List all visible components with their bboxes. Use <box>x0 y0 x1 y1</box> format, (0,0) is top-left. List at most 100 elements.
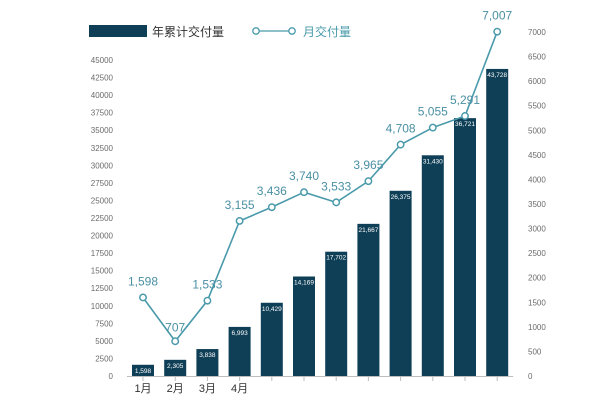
line-path <box>142 31 498 343</box>
right-axis-tick-label: 6000 <box>528 77 546 86</box>
bar <box>357 223 380 376</box>
line-series <box>139 27 502 346</box>
line-point <box>171 337 180 346</box>
line-value-label: 3,740 <box>289 169 319 183</box>
bar-value-labels: 1,598 2,305 3,838 6,993 10,429 14,169 17,702 21… <box>135 72 508 375</box>
line-value-label: 3,965 <box>353 158 383 172</box>
line-value-label: 3,155 <box>225 198 255 212</box>
bar-value-label: 31,430 <box>423 158 443 165</box>
bar <box>454 118 476 377</box>
left-axis-tick-label: 45000 <box>91 56 114 65</box>
left-axis-tick-label: 25000 <box>91 196 114 205</box>
line-value-label: 1,598 <box>128 274 158 288</box>
left-axis-tick-label: 0 <box>109 372 114 381</box>
right-axis-tick-label: 3000 <box>528 225 546 234</box>
bar <box>228 326 251 376</box>
legend-line-marker-start <box>252 27 260 35</box>
bar <box>389 190 412 376</box>
right-axis-tick-label: 1500 <box>528 298 546 307</box>
line-value-label: 1,533 <box>192 278 222 292</box>
left-axis-tick-label: 37500 <box>91 109 114 118</box>
bar <box>132 364 154 376</box>
line-point <box>461 112 469 120</box>
bar-value-label: 3,838 <box>199 352 216 359</box>
bar-value-label: 43,728 <box>487 72 507 79</box>
right-axis-tick-label: 4000 <box>528 175 546 184</box>
bar-series <box>132 68 509 377</box>
line-value-label: 5,055 <box>418 105 448 119</box>
line-point <box>203 296 212 305</box>
bar <box>325 251 348 376</box>
right-axis-tick-label: 1000 <box>528 323 546 332</box>
line-point <box>428 123 437 132</box>
right-axis-tick-label: 0 <box>528 372 533 381</box>
left-axis-tick-label: 7500 <box>95 319 113 328</box>
x-axis-category-label: 2月 <box>167 383 184 395</box>
left-axis-tick-label: 5000 <box>95 337 113 346</box>
bar <box>196 349 219 376</box>
bar <box>164 359 187 376</box>
left-y-axis: 0 2500 5000 7500 10000 12500 15000 17500 20000 22… <box>91 56 114 381</box>
right-axis-tick-label: 2000 <box>528 274 546 283</box>
right-axis-tick-label: 7000 <box>528 28 546 37</box>
line-point <box>364 177 373 186</box>
line-point <box>139 293 147 302</box>
right-y-axis: 0 500 1000 1500 2000 2500 3000 3500 4000 4500 5000… <box>528 28 546 381</box>
bar-value-label: 6,993 <box>231 330 248 337</box>
left-axis-tick-label: 15000 <box>91 267 114 276</box>
bar-value-label: 10,429 <box>262 306 282 313</box>
left-axis-tick-label: 17500 <box>91 249 114 258</box>
left-axis-tick-label: 10000 <box>91 302 114 311</box>
line-value-label: 3,436 <box>257 184 287 198</box>
right-axis-tick-label: 5500 <box>528 102 546 111</box>
line-point <box>493 27 502 36</box>
left-axis-tick-label: 2500 <box>95 354 113 363</box>
left-axis-tick-label: 27500 <box>91 179 114 188</box>
x-axis: 1月 2月 3月 4月 <box>127 376 514 395</box>
bar-value-label: 36,721 <box>455 121 475 128</box>
x-axis-category-label: 1月 <box>134 383 151 395</box>
legend-line-marker-end <box>288 27 296 35</box>
left-axis-tick-label: 40000 <box>91 91 114 100</box>
left-axis-tick-label: 20000 <box>91 232 114 241</box>
left-axis-tick-label: 30000 <box>91 161 114 170</box>
line-value-label: 5,291 <box>450 93 480 107</box>
line-value-label: 7,007 <box>482 9 512 23</box>
x-axis-category-label: 4月 <box>231 383 248 395</box>
bar-value-label: 14,169 <box>294 280 314 287</box>
line-point <box>332 198 341 207</box>
legend-line-label: 月交付量 <box>303 24 351 39</box>
right-axis-tick-label: 5000 <box>528 126 546 135</box>
left-axis-tick-label: 35000 <box>91 126 114 135</box>
bar <box>421 155 444 376</box>
bar <box>260 302 283 376</box>
legend-bar-swatch <box>89 25 147 37</box>
bar <box>293 276 315 376</box>
line-value-label: 3,533 <box>321 179 351 193</box>
left-axis-tick-label: 32500 <box>91 144 114 153</box>
left-axis-tick-label: 42500 <box>91 74 114 83</box>
bar-value-label: 26,375 <box>391 194 411 201</box>
legend-bar-label: 年累计交付量 <box>152 24 224 39</box>
line-value-label: 4,708 <box>386 122 416 136</box>
line-point <box>396 140 405 149</box>
right-axis-tick-label: 3500 <box>528 200 546 209</box>
line-point <box>300 188 308 197</box>
x-axis-category-label: 3月 <box>199 383 216 395</box>
line-point <box>235 217 244 225</box>
bar <box>486 68 509 377</box>
right-axis-tick-label: 6500 <box>528 53 546 62</box>
line-point <box>267 203 276 212</box>
right-axis-tick-label: 4500 <box>528 151 546 160</box>
left-axis-tick-label: 22500 <box>91 214 114 223</box>
right-axis-tick-label: 2500 <box>528 249 546 258</box>
bar-value-label: 1,598 <box>135 368 152 375</box>
line-value-label: 707 <box>165 320 185 334</box>
left-axis-tick-label: 12500 <box>91 284 114 293</box>
bar-value-label: 21,667 <box>358 227 378 234</box>
legend: 年累计交付量 月交付量 <box>89 24 351 39</box>
bar-value-label: 2,305 <box>167 363 184 370</box>
right-axis-tick-label: 500 <box>528 347 542 356</box>
